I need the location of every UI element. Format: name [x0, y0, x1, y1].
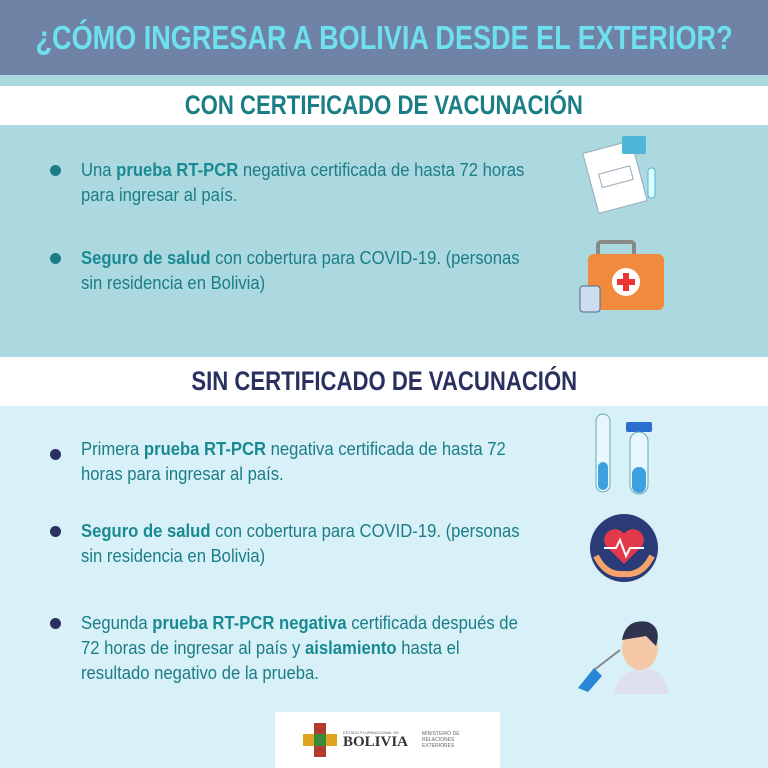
without-cert-heading: SIN CERTIFICADO DE VACUNACIÓN [191, 366, 577, 396]
header: ¿CÓMO INGRESAR A BOLIVIA DESDE EL EXTERI… [0, 0, 768, 75]
footer-state: ESTADO PLURINACIONAL DE [343, 729, 400, 735]
list-item: Seguro de salud con cobertura para COVID… [50, 518, 580, 568]
page-title: ¿CÓMO INGRESAR A BOLIVIA DESDE EL EXTERI… [35, 18, 733, 56]
with-cert-heading: CON CERTIFICADO DE VACUNACIÓN [184, 90, 584, 120]
nasal-swab-icon [578, 621, 668, 694]
footer-logo: ESTADO PLURINACIONAL DE BOLIVIA MINISTER… [275, 712, 500, 768]
footer-country: BOLIVIA [343, 733, 409, 750]
with-cert-section [0, 125, 768, 357]
bullet [50, 526, 61, 537]
list-item: Una prueba RT-PCR negativa certificada d… [50, 157, 580, 207]
bullet [50, 449, 61, 460]
document-test-icon [582, 136, 656, 215]
footer-ministry: MINISTERIO DE RELACIONES EXTERIORES [422, 731, 460, 749]
divider [0, 75, 768, 86]
list-item: Segunda prueba RT-PCR negativa certifica… [50, 610, 580, 685]
without-cert-band: SIN CERTIFICADO DE VACUNACIÓN [0, 357, 768, 406]
with-cert-band: CON CERTIFICADO DE VACUNACIÓN [0, 86, 768, 125]
test-tubes-icon [595, 413, 652, 495]
list-item: Primera prueba RT-PCR negativa certifica… [50, 436, 580, 486]
bullet [50, 618, 61, 629]
health-heart-icon [590, 514, 658, 582]
bolivia-chakana-logo [303, 723, 337, 757]
list-item: Seguro de salud con cobertura para COVID… [50, 245, 580, 295]
bullet [50, 165, 61, 176]
bullet [50, 253, 61, 264]
first-aid-kit-icon [579, 240, 664, 313]
